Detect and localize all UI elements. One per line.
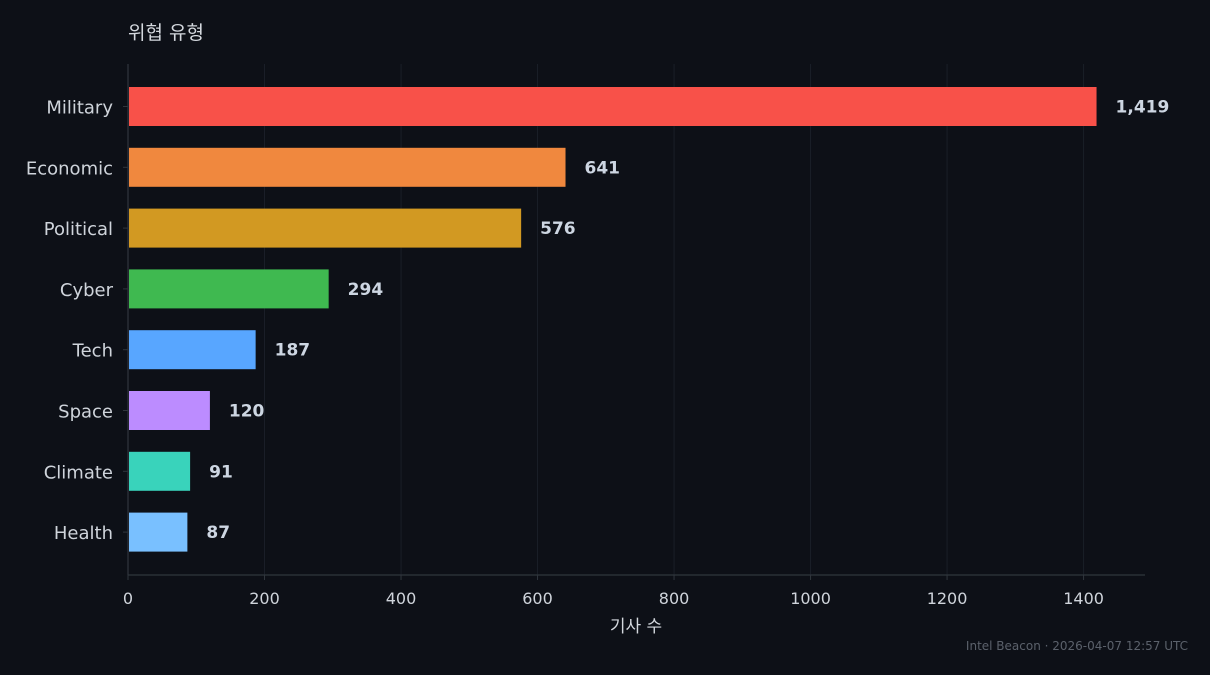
category-label: Cyber — [60, 280, 114, 301]
category-label: Military — [46, 98, 113, 119]
category-label: Space — [58, 402, 113, 423]
axes — [123, 64, 1145, 580]
x-tick-label: 1000 — [790, 589, 831, 608]
bar-economic — [129, 147, 566, 187]
labels: 0 200 400 600 800 1000 1200 1400 Military 1,419 Ec… — [26, 98, 1169, 609]
bar-health — [129, 512, 188, 552]
category-label: Economic — [26, 158, 113, 179]
data-label: 1,419 — [1116, 98, 1170, 118]
footer-timestamp: Intel Beacon · 2026-04-07 12:57 UTC — [966, 639, 1188, 653]
data-label: 294 — [348, 280, 384, 300]
bar-tech — [129, 330, 256, 370]
category-label: Climate — [44, 462, 113, 483]
x-tick-label: 200 — [249, 589, 280, 608]
bar-military — [129, 87, 1097, 126]
x-tick-label: 1400 — [1063, 589, 1104, 608]
bar-cyber — [129, 269, 329, 309]
bar-political — [129, 208, 522, 248]
chart-title: 위협 유형 — [128, 22, 204, 44]
x-tick-label: 400 — [386, 589, 417, 608]
category-label: Tech — [72, 341, 113, 362]
data-label: 91 — [209, 462, 233, 482]
data-label: 87 — [206, 523, 230, 543]
data-label: 187 — [275, 341, 311, 361]
x-tick-label: 800 — [659, 589, 690, 608]
bar-climate — [129, 451, 191, 491]
category-label: Health — [54, 523, 113, 544]
x-axis-label: 기사 수 — [610, 617, 662, 637]
bars — [129, 87, 1097, 552]
x-tick-label: 600 — [522, 589, 553, 608]
category-label: Political — [44, 219, 113, 240]
x-tick-label: 1200 — [927, 589, 968, 608]
data-label: 576 — [540, 219, 576, 239]
data-label: 120 — [229, 402, 265, 422]
bar-space — [129, 391, 210, 430]
x-tick-label: 0 — [123, 589, 133, 608]
data-label: 641 — [585, 158, 621, 178]
